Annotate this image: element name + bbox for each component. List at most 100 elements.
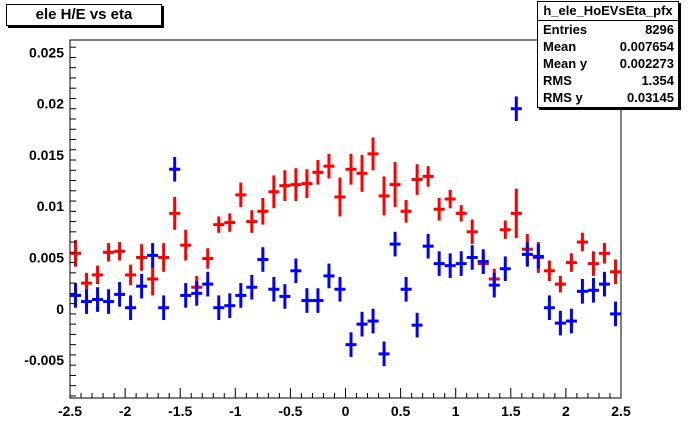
data-point	[169, 156, 181, 182]
x-tick-label: -0.5	[278, 403, 302, 419]
x-tick-label: -1.5	[168, 403, 192, 419]
data-point	[279, 284, 291, 309]
data-point	[422, 233, 434, 259]
data-point	[444, 253, 456, 278]
data-point	[224, 213, 236, 232]
data-point	[323, 263, 335, 289]
data-point	[257, 197, 269, 225]
data-point	[609, 259, 621, 285]
data-point	[543, 260, 555, 282]
y-tick-label: -0.005	[24, 352, 64, 368]
data-point	[125, 295, 137, 321]
chart-title: ele H/E vs eta	[6, 4, 162, 26]
data-point	[147, 243, 159, 268]
stats-label: RMS y	[543, 90, 583, 105]
data-point	[290, 168, 302, 202]
stats-value: 0.002273	[619, 56, 674, 71]
data-point	[400, 200, 412, 223]
data-point	[235, 182, 247, 208]
data-point	[103, 289, 115, 314]
data-point	[598, 271, 610, 297]
data-point	[554, 310, 566, 336]
data-point	[565, 308, 577, 334]
data-point	[565, 253, 577, 272]
data-point	[301, 288, 313, 313]
data-point	[345, 332, 357, 357]
data-point	[422, 166, 434, 187]
data-point	[268, 175, 280, 209]
stats-value: 0.03145	[627, 90, 674, 105]
y-tick-label: 0.015	[29, 147, 64, 163]
data-point	[180, 229, 192, 261]
data-point	[312, 160, 324, 185]
data-point	[92, 287, 104, 312]
data-point	[400, 276, 412, 302]
data-point	[268, 276, 280, 302]
data-point	[411, 164, 423, 195]
data-point	[334, 276, 346, 302]
data-point	[488, 272, 500, 298]
data-point	[147, 262, 159, 296]
data-point	[587, 251, 599, 276]
plot-frame	[69, 39, 622, 399]
data-point	[576, 232, 588, 252]
x-tick-label: -2.5	[58, 403, 82, 419]
axes: -2.5 -2 -1.5 -1 -0.5 0 0.5 1 1.5 2 2.5 -0.005 0 0.005…	[24, 44, 631, 419]
x-tick-label: 0	[342, 403, 350, 419]
data-point	[213, 216, 225, 233]
data-point	[499, 220, 511, 240]
x-tick-label: 0.5	[391, 403, 411, 419]
data-point	[598, 243, 610, 264]
y-tick-label: 0.01	[37, 198, 64, 214]
data-point	[114, 242, 126, 261]
data-point	[477, 249, 489, 274]
data-point	[246, 274, 258, 300]
data-point	[301, 169, 313, 198]
data-point	[246, 210, 258, 233]
data-point	[444, 189, 456, 209]
y-tick-label: 0.025	[29, 44, 64, 60]
data-point	[532, 244, 544, 269]
data-point	[609, 301, 621, 327]
data-point	[510, 188, 522, 238]
data-point	[169, 196, 181, 230]
data-point	[191, 281, 203, 306]
data-point	[323, 153, 335, 179]
data-point	[257, 247, 269, 272]
data-point	[367, 137, 379, 171]
data-point	[554, 275, 566, 293]
data-point	[411, 312, 423, 338]
stats-value: 8296	[645, 22, 674, 37]
x-tick-label: 1.5	[501, 403, 521, 419]
data-point	[367, 308, 379, 334]
stats-box: h_ele_HoEVsEta_pfx Entries 8296 Mean 0.0…	[537, 1, 679, 108]
data-point	[433, 251, 445, 276]
data-point	[334, 177, 346, 217]
data-point	[510, 96, 522, 122]
data-point	[378, 341, 390, 367]
x-tick-label: 2.5	[611, 403, 631, 419]
data-point	[202, 271, 214, 297]
data-point	[114, 282, 126, 307]
stats-label: Entries	[543, 22, 588, 37]
data-point	[279, 170, 291, 202]
data-point	[466, 219, 478, 245]
data-point	[455, 251, 467, 276]
data-point	[499, 256, 511, 282]
data-point	[378, 176, 390, 216]
data-point	[92, 265, 104, 285]
stats-value: 1.354	[641, 73, 674, 88]
data-point	[136, 244, 148, 271]
data-point	[125, 264, 137, 286]
data-point	[158, 295, 170, 321]
data-point	[389, 162, 401, 208]
y-tick-label: 0.005	[29, 249, 64, 265]
x-tick-label: -1	[229, 403, 242, 419]
data-point	[356, 154, 368, 192]
data-point	[433, 197, 445, 221]
data-point	[290, 258, 302, 284]
stats-row-rms: RMS 1.354	[538, 72, 678, 89]
data-point	[224, 293, 236, 318]
data-point	[202, 248, 214, 269]
